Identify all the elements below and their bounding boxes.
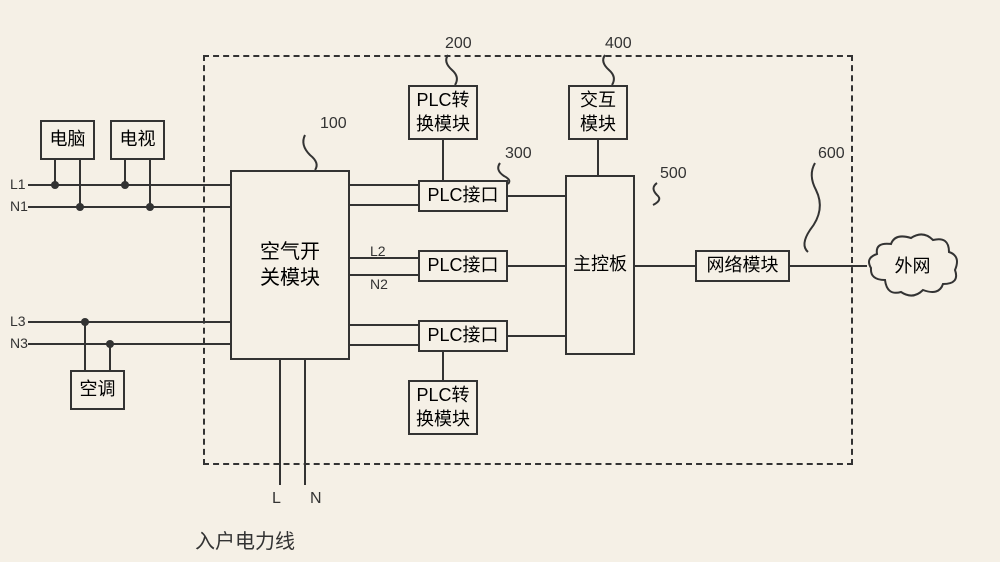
node-netmod: 网络模块: [695, 250, 790, 282]
node-aircon: 空调: [70, 370, 125, 410]
diagram-canvas: 电脑 电视 空调 空气开 关模块 PLC转 换模块 PLC转 换模块 PLC接口…: [0, 0, 1000, 562]
node-plc-conv-top-label: PLC转 换模块: [416, 89, 470, 136]
callout-500: 500: [660, 165, 687, 183]
node-plc-if-1: PLC接口: [418, 180, 508, 212]
label-L3: L3: [10, 313, 26, 329]
node-extnet-label: 外网: [895, 252, 931, 278]
label-N: N: [310, 490, 322, 508]
node-plc-conv-bot: PLC转 换模块: [408, 380, 478, 435]
node-tv-label: 电视: [120, 128, 156, 151]
node-netmod-label: 网络模块: [707, 254, 779, 277]
node-plc-if-3: PLC接口: [418, 320, 508, 352]
node-plc-if-2: PLC接口: [418, 250, 508, 282]
label-N1: N1: [10, 198, 28, 214]
node-plc-conv-bot-label: PLC转 换模块: [416, 384, 470, 431]
node-plc-if-1-label: PLC接口: [427, 184, 498, 207]
callout-100: 100: [320, 115, 347, 133]
node-mainboard-label: 主控板: [573, 253, 627, 276]
node-plc-if-3-label: PLC接口: [427, 324, 498, 347]
callout-200: 200: [445, 35, 472, 53]
label-N3: N3: [10, 335, 28, 351]
node-interact-label: 交互 模块: [580, 89, 616, 136]
label-L2: L2: [370, 243, 386, 259]
node-air-switch: 空气开 关模块: [230, 170, 350, 360]
node-plc-conv-top: PLC转 换模块: [408, 85, 478, 140]
callout-300: 300: [505, 145, 532, 163]
node-extnet: 外网: [865, 230, 960, 300]
node-tv: 电视: [110, 120, 165, 160]
label-N2: N2: [370, 276, 388, 292]
node-computer: 电脑: [40, 120, 95, 160]
label-L1: L1: [10, 176, 26, 192]
callout-400: 400: [605, 35, 632, 53]
node-interact: 交互 模块: [568, 85, 628, 140]
callout-600: 600: [818, 145, 845, 163]
node-air-switch-label: 空气开 关模块: [260, 239, 320, 291]
node-aircon-label: 空调: [80, 378, 116, 401]
node-computer-label: 电脑: [50, 128, 86, 151]
label-inlet: 入户电力线: [195, 525, 295, 554]
node-plc-if-2-label: PLC接口: [427, 254, 498, 277]
node-mainboard: 主控板: [565, 175, 635, 355]
label-L: L: [272, 490, 281, 508]
